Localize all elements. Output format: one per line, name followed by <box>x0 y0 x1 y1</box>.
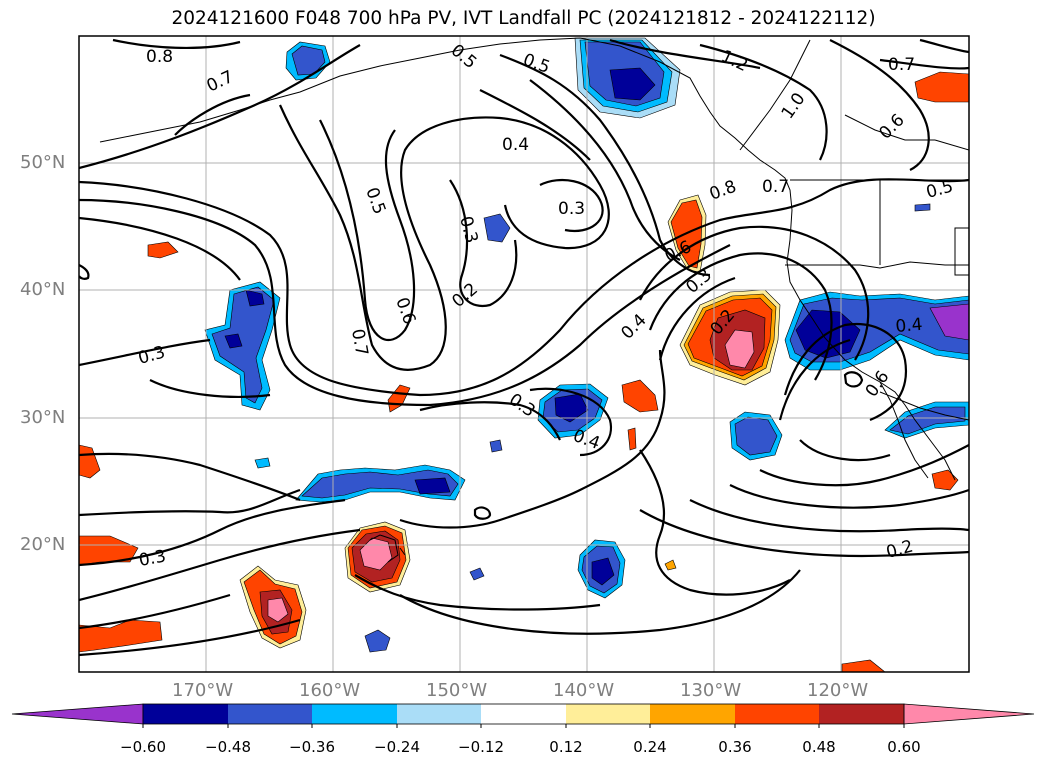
pv-positive-blob <box>79 535 139 566</box>
colorbar-segment <box>397 704 481 724</box>
map-frame <box>78 35 970 673</box>
colorbar-extend-right <box>903 703 1035 725</box>
pv-negative-speck <box>914 203 931 212</box>
colorbar-tick-label: 0.24 <box>633 738 667 756</box>
colorbar-segment <box>143 704 228 724</box>
pv-negative-blob <box>577 539 626 599</box>
pv-negative-speck <box>254 457 271 469</box>
pv-negative-blob <box>884 401 969 439</box>
colorbar-segment <box>650 704 735 724</box>
contour-label: 0.5 <box>447 41 481 74</box>
pv-positive-blob <box>914 71 969 103</box>
colorbar-segment <box>228 704 312 724</box>
contour-label: 0.3 <box>558 199 585 219</box>
contour-label: 0.8 <box>146 47 173 67</box>
contour-label: 0.3 <box>136 343 167 369</box>
contour-label: 0.6 <box>875 110 908 143</box>
pv-negative-speck <box>489 439 503 453</box>
contour-label: 0.3 <box>137 547 167 571</box>
graticule <box>79 36 969 672</box>
colorbar-extend-left <box>11 703 144 725</box>
colorbar-tick-label: 0.60 <box>887 738 921 756</box>
lat-label-30n: 30°N <box>20 407 66 428</box>
pv-positive-blob <box>344 521 411 593</box>
pv-positive-blob <box>679 289 781 386</box>
contour-label: 0.5 <box>520 50 552 78</box>
colorbar-segment <box>735 704 819 724</box>
colorbar-tick-label: 0.36 <box>718 738 752 756</box>
contour-label: 0.4 <box>617 310 650 343</box>
pv-positive-blob <box>627 427 637 451</box>
contour-label: 0.3 <box>455 214 481 245</box>
contour-label: 0.3 <box>505 390 539 422</box>
pv-positive-blob <box>621 379 659 413</box>
contour-label: 0.4 <box>502 135 529 155</box>
contour-label: 0.4 <box>895 315 924 337</box>
pv-negative-speck <box>364 629 391 653</box>
pv-positive-blob <box>147 241 179 259</box>
contour-label: 0.5 <box>361 185 389 217</box>
pv-negative-speck <box>483 213 511 243</box>
lat-label-50n: 50°N <box>20 152 66 173</box>
colorbar-tick-label: −0.48 <box>205 738 251 756</box>
lon-label-150w: 150°W <box>426 680 488 701</box>
lon-label-140w: 140°W <box>553 680 615 701</box>
colorbar-tick-label: 0.12 <box>549 738 583 756</box>
pv-negative-blob <box>574 37 681 119</box>
contour-label: 0.7 <box>347 327 371 357</box>
lon-label-160w: 160°W <box>299 680 361 701</box>
contour-label: 0.2 <box>448 279 482 312</box>
pv-positive-blob <box>79 619 163 653</box>
pv-shading <box>79 37 969 672</box>
pv-positive-blob <box>79 444 101 479</box>
pv-positive-blob <box>841 659 886 672</box>
colorbar-segment <box>312 704 397 724</box>
pv-positive-blob <box>664 559 677 571</box>
colorbar-tick-label: −0.24 <box>374 738 420 756</box>
lon-label-170w: 170°W <box>172 680 234 701</box>
contour-label: 0.6 <box>391 295 419 327</box>
contour-label: 0.2 <box>884 537 915 563</box>
contour-label: 0.7 <box>204 67 237 97</box>
contour-label: 0.8 <box>707 177 739 205</box>
contour-label: 1.0 <box>778 89 810 123</box>
pv-negative-blob <box>729 411 783 461</box>
lon-label-130w: 130°W <box>680 680 742 701</box>
pv-negative-blob <box>295 464 466 503</box>
lat-label-20n: 20°N <box>20 534 66 555</box>
lon-label-120w: 120°W <box>807 680 869 701</box>
contour-label: 0.7 <box>762 177 789 197</box>
pv-positive-blob <box>931 469 959 491</box>
colorbar <box>11 703 1035 728</box>
pv-contours <box>79 38 969 657</box>
colorbar-tick-label: −0.12 <box>458 738 504 756</box>
colorbar-tick-label: 0.48 <box>802 738 836 756</box>
colorbar-tick-label: −0.36 <box>289 738 335 756</box>
pv-negative-blob <box>204 281 281 411</box>
pv-negative-blob <box>285 41 331 81</box>
colorbar-tick-label: −0.60 <box>120 738 166 756</box>
pv-positive-blob <box>387 384 411 413</box>
map-title: 2024121600 F048 700 hPa PV, IVT Landfall… <box>171 8 876 29</box>
lat-label-40n: 40°N <box>20 279 66 300</box>
pv-negative-blob <box>784 291 969 371</box>
contour-label: 0.7 <box>888 55 915 75</box>
colorbar-segment <box>481 704 566 724</box>
colorbar-segment <box>566 704 650 724</box>
pv-negative-speck <box>469 567 485 581</box>
colorbar-segment <box>819 704 904 724</box>
coastlines <box>99 37 969 563</box>
pv-positive-blob <box>239 565 307 649</box>
